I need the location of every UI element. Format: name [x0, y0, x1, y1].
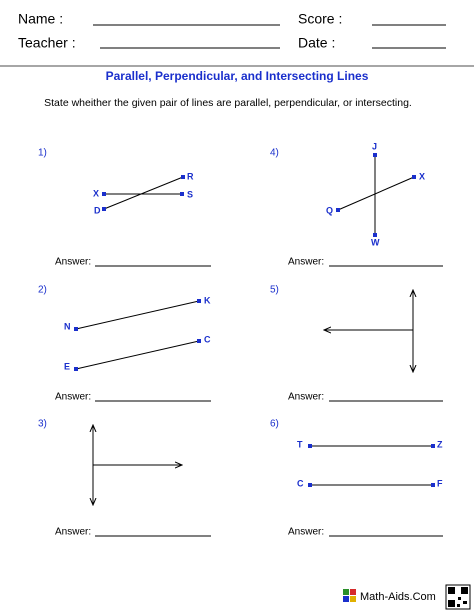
answer-label: Answer:	[55, 392, 91, 403]
answer-label: Answer:	[288, 257, 324, 268]
point	[197, 299, 201, 303]
answer-label: Answer:	[55, 527, 91, 538]
point	[197, 339, 201, 343]
qr-code	[445, 584, 471, 610]
point-label: T	[297, 439, 303, 449]
point	[308, 444, 312, 448]
point-label: C	[204, 334, 211, 344]
instructions: State wheither the given pair of lines a…	[44, 97, 412, 109]
problem-number: 5)	[270, 285, 279, 296]
line	[75, 340, 200, 370]
point	[180, 192, 184, 196]
point	[181, 175, 185, 179]
point	[412, 175, 416, 179]
point-label: E	[64, 361, 70, 371]
answer-label: Answer:	[288, 392, 324, 403]
point	[431, 483, 435, 487]
score-label: Score :	[298, 11, 342, 27]
point-label: F	[437, 478, 443, 488]
point-label: W	[371, 237, 380, 247]
point	[74, 367, 78, 371]
point-label: X	[419, 171, 425, 181]
point	[74, 327, 78, 331]
point-label: Z	[437, 439, 443, 449]
point-label: C	[297, 478, 304, 488]
line	[337, 176, 415, 211]
point-label: R	[187, 171, 194, 181]
point-label: S	[187, 189, 193, 199]
point	[308, 483, 312, 487]
answer-label: Answer:	[288, 527, 324, 538]
teacher-label: Teacher :	[18, 35, 76, 51]
logo-icon	[343, 589, 356, 602]
footer-brand: Math-Aids.Com	[360, 591, 436, 603]
point	[102, 192, 106, 196]
problem-number: 6)	[270, 419, 279, 430]
point-label: Q	[326, 205, 333, 215]
point-label: D	[94, 205, 101, 215]
line	[75, 300, 200, 330]
point	[102, 207, 106, 211]
problem-number: 3)	[38, 419, 47, 430]
point	[373, 233, 377, 237]
line	[103, 176, 184, 210]
date-label: Date :	[298, 35, 335, 51]
problem-number: 1)	[38, 148, 47, 159]
point-label: N	[64, 321, 71, 331]
answer-label: Answer:	[55, 257, 91, 268]
problem-number: 4)	[270, 148, 279, 159]
point	[336, 208, 340, 212]
point-label: J	[372, 141, 377, 151]
point-label: K	[204, 295, 211, 305]
point-label: X	[93, 188, 99, 198]
point	[373, 153, 377, 157]
title: Parallel, Perpendicular, and Intersectin…	[106, 69, 369, 83]
problem-number: 2)	[38, 285, 47, 296]
name-label: Name :	[18, 11, 63, 27]
point	[431, 444, 435, 448]
